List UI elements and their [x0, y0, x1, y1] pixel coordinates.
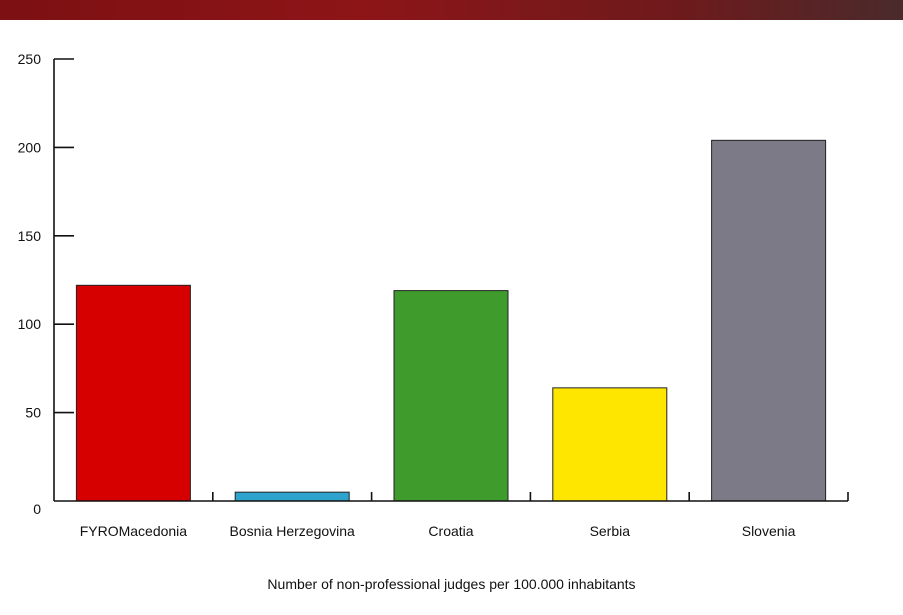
axes-layer	[53, 58, 849, 502]
y-tick-label: 50	[25, 405, 41, 421]
y-tick-label: 250	[18, 51, 42, 67]
x-tick-label: Slovenia	[742, 523, 796, 539]
header-bar	[0, 0, 903, 20]
x-tick-label: Croatia	[428, 523, 473, 539]
x-axis-title: Number of non-professional judges per 10…	[267, 576, 636, 592]
y-tick-label: 150	[18, 228, 42, 244]
y-tick-label: 100	[18, 316, 42, 332]
labels-layer: FYROMacedonia Bosnia Herzegovina Croatia Se…	[18, 51, 796, 539]
x-tick-label: Serbia	[590, 523, 631, 539]
x-tick-label: Bosnia Herzegovina	[230, 523, 356, 539]
bar-croatia	[393, 290, 509, 502]
y-tick-label: 200	[18, 139, 42, 155]
bars-layer	[75, 139, 827, 502]
bar-slovenia	[711, 139, 827, 502]
bar-serbia	[552, 387, 668, 502]
bar-bosnia-herzegovina	[234, 491, 350, 502]
x-tick-label: FYROMacedonia	[80, 523, 188, 539]
bar-fyromacedonia	[75, 284, 191, 502]
y-tick-label: 0	[33, 501, 41, 517]
